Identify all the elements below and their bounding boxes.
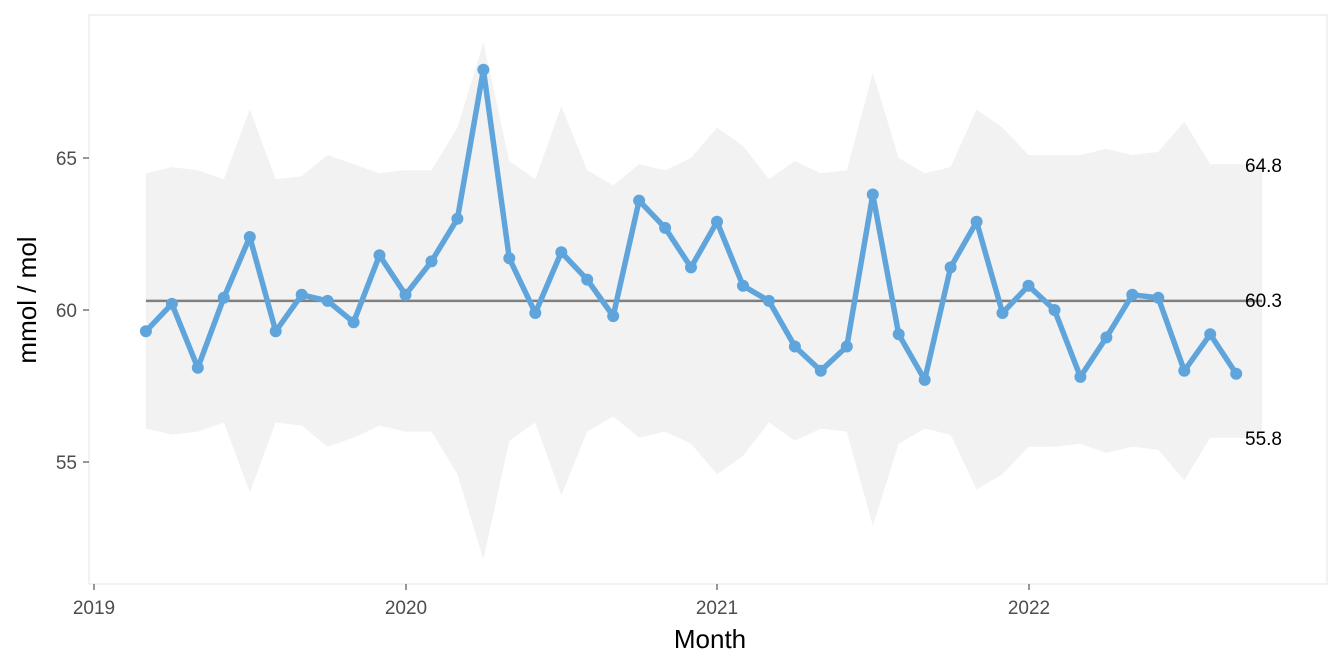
data-point bbox=[165, 297, 178, 310]
x-axis: 2019 2020 2021 2022 bbox=[73, 584, 1050, 619]
data-point bbox=[399, 288, 412, 301]
data-point bbox=[243, 231, 256, 243]
data-point bbox=[217, 291, 230, 304]
data-point bbox=[1230, 367, 1243, 380]
series-points bbox=[139, 63, 1243, 386]
data-point bbox=[892, 328, 905, 341]
data-point bbox=[607, 310, 620, 323]
data-point bbox=[581, 273, 594, 286]
data-point bbox=[477, 63, 490, 76]
center-line-label: 60.3 bbox=[1245, 291, 1282, 312]
data-point bbox=[503, 252, 516, 265]
data-point bbox=[866, 188, 879, 201]
data-point bbox=[555, 246, 568, 259]
data-point bbox=[762, 294, 775, 307]
data-point bbox=[1204, 328, 1217, 341]
data-point bbox=[711, 215, 723, 228]
x-axis-title: Month bbox=[674, 624, 746, 654]
data-point bbox=[373, 249, 386, 262]
data-point bbox=[139, 325, 152, 338]
data-point bbox=[451, 212, 464, 225]
data-point bbox=[321, 294, 334, 307]
data-point bbox=[425, 255, 438, 268]
data-point bbox=[1048, 304, 1061, 316]
y-tick-label: 55 bbox=[56, 453, 77, 474]
limit-labels: 64.8 60.3 55.8 bbox=[1245, 156, 1282, 450]
data-point bbox=[814, 364, 827, 377]
data-point bbox=[295, 288, 308, 301]
data-point bbox=[944, 261, 957, 274]
x-tick-label: 2022 bbox=[1008, 598, 1050, 619]
data-point bbox=[685, 261, 697, 274]
data-point bbox=[1100, 331, 1113, 344]
data-point bbox=[1178, 364, 1191, 377]
data-point bbox=[269, 325, 282, 338]
lower-limit-label: 55.8 bbox=[1245, 429, 1282, 450]
data-point bbox=[191, 361, 204, 374]
data-point bbox=[347, 316, 360, 329]
data-point bbox=[840, 340, 853, 353]
data-point bbox=[788, 340, 801, 353]
upper-limit-label: 64.8 bbox=[1245, 156, 1282, 177]
x-tick-label: 2019 bbox=[73, 598, 115, 619]
data-point bbox=[737, 279, 749, 292]
y-tick-label: 65 bbox=[56, 149, 77, 170]
data-point bbox=[633, 194, 646, 207]
data-point bbox=[1022, 279, 1035, 292]
data-point bbox=[1152, 291, 1165, 304]
y-axis: 55 60 65 bbox=[56, 149, 89, 474]
x-tick-label: 2020 bbox=[385, 598, 427, 619]
y-axis-title: mmol / mol bbox=[12, 236, 42, 363]
y-tick-label: 60 bbox=[56, 301, 77, 322]
data-point bbox=[659, 221, 672, 234]
data-point bbox=[996, 307, 1009, 319]
data-point bbox=[529, 307, 542, 319]
data-point bbox=[918, 373, 931, 386]
data-point bbox=[1074, 370, 1087, 383]
x-tick-label: 2021 bbox=[696, 598, 738, 619]
data-point bbox=[1126, 288, 1139, 301]
data-point bbox=[970, 215, 983, 228]
